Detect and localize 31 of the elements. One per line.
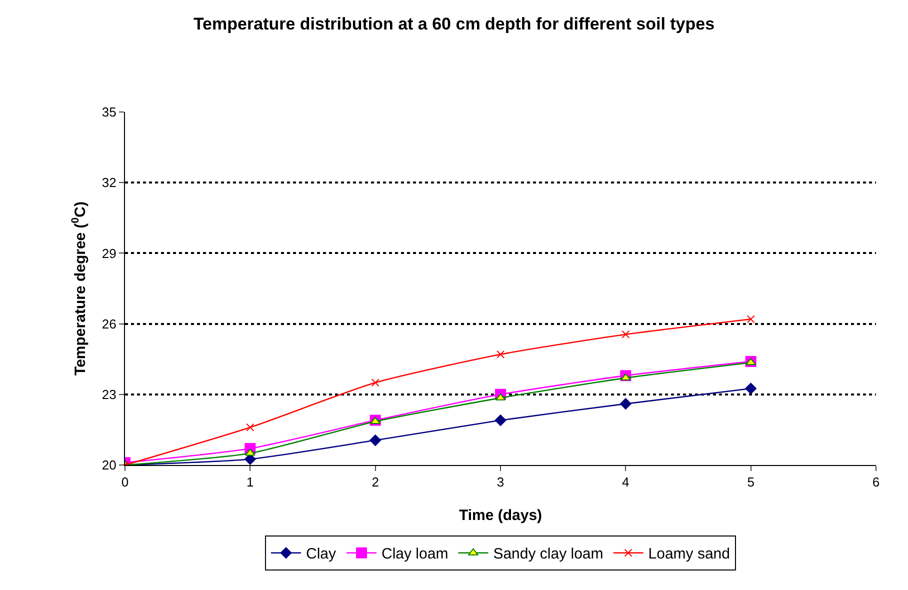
- y-tick-label: 26: [102, 316, 116, 332]
- legend-label: Clay loam: [382, 546, 448, 563]
- x-tick-label: 6: [872, 474, 880, 490]
- y-tick-label: 29: [102, 246, 116, 261]
- legend-label: Clay: [306, 546, 337, 563]
- x-tick-label: 5: [747, 474, 754, 490]
- x-tick-label: 1: [246, 474, 254, 490]
- point: [622, 330, 630, 338]
- point: [370, 434, 382, 446]
- y-tick-label: 23: [102, 386, 116, 402]
- point: [496, 350, 504, 358]
- point: [494, 414, 506, 426]
- point: [371, 378, 380, 387]
- point: [245, 448, 256, 456]
- legend-label: Sandy clay loam: [493, 546, 604, 563]
- point: [620, 373, 631, 380]
- point: [745, 382, 757, 394]
- y-tick-label: 32: [102, 175, 116, 190]
- legend-label: Loamy sand: [648, 546, 730, 563]
- y-tick-label: 35: [102, 104, 116, 120]
- x-tick-label: 2: [372, 474, 379, 490]
- point: [620, 398, 632, 410]
- point: [246, 423, 254, 432]
- x-tick-label: 0: [121, 474, 129, 490]
- chart-title: Temperature distribution at a 60 cm depth for different soil types: [193, 14, 715, 34]
- point: [746, 315, 755, 324]
- y-tick-label: 20: [102, 458, 116, 473]
- x-tick-label: 4: [622, 474, 630, 490]
- x-axis-title: Time (days): [458, 507, 542, 524]
- x-tick-label: 3: [496, 474, 504, 490]
- point: [746, 358, 756, 366]
